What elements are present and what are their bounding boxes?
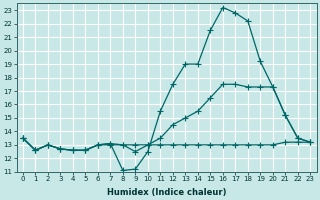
X-axis label: Humidex (Indice chaleur): Humidex (Indice chaleur)	[107, 188, 226, 197]
